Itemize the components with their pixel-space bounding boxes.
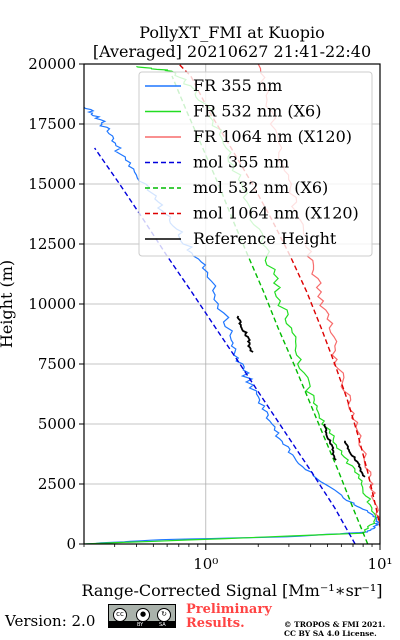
- series-line-0: [84, 106, 380, 544]
- cc-icon: cc: [113, 608, 127, 622]
- version-label: Version: 2.0: [5, 612, 96, 630]
- legend-label: FR 1064 nm (X120): [193, 127, 352, 146]
- copyright-label: © TROPOS & FMI 2021.: [284, 620, 386, 629]
- legend-label: mol 1064 nm (X120): [193, 204, 359, 223]
- legend-label: FR 532 nm (X6): [193, 102, 321, 121]
- by-icon: ●: [136, 608, 150, 622]
- y-tick-label: 2500: [38, 475, 76, 493]
- y-tick-label: 0: [66, 535, 76, 553]
- legend: FR 355 nm FR 532 nm (X6) FR 1064 nm (X120)…: [138, 71, 373, 257]
- x-axis: 10⁰ 10¹: [83, 544, 393, 573]
- legend-label: FR 355 nm: [193, 76, 282, 95]
- legend-box: [138, 71, 373, 257]
- series-line-6: [323, 423, 337, 461]
- series-line-4: [171, 75, 369, 544]
- y-tick-label: 12500: [28, 235, 76, 253]
- cc-license-badge: cc ● ↻ BY SA: [108, 604, 176, 628]
- results-label: Results.: [186, 616, 245, 631]
- legend-label: Reference Height: [193, 229, 337, 248]
- chart-title-line1: PollyXT_FMI at Kuopio: [139, 23, 325, 42]
- y-axis: 0 2500 5000 7500 10000 12500 15000 17500 20000: [28, 55, 84, 553]
- y-tick-label: 7500: [38, 355, 76, 373]
- badge-sa-text: SA: [159, 622, 166, 628]
- license-label: CC BY SA 4.0 License.: [284, 629, 377, 638]
- y-axis-label: Height (m): [0, 260, 16, 348]
- y-tick-label: 10000: [28, 295, 76, 313]
- y-tick-label: 20000: [28, 55, 76, 73]
- preliminary-label: Preliminary: [186, 602, 272, 617]
- chart: PollyXT_FMI at Kuopio [Averaged] 2021062…: [0, 23, 393, 600]
- chart-title-line2: [Averaged] 20210627 21:41-22:40: [93, 42, 371, 61]
- y-tick-label: 17500: [28, 115, 76, 133]
- series-line-6: [343, 440, 366, 478]
- x-tick-label: 10¹: [367, 555, 392, 573]
- badge-strip: [109, 621, 175, 627]
- legend-label: mol 355 nm: [193, 153, 289, 172]
- series-line-6: [236, 315, 254, 353]
- x-tick-label: 10⁰: [193, 555, 218, 573]
- y-tick-label: 15000: [28, 175, 76, 193]
- legend-label: mol 532 nm (X6): [193, 178, 328, 197]
- y-tick-label: 5000: [38, 415, 76, 433]
- sa-icon: ↻: [157, 608, 171, 622]
- x-axis-label: Range-Corrected Signal [Mm⁻¹∗sr⁻¹]: [81, 581, 382, 600]
- badge-by-text: BY: [137, 622, 144, 628]
